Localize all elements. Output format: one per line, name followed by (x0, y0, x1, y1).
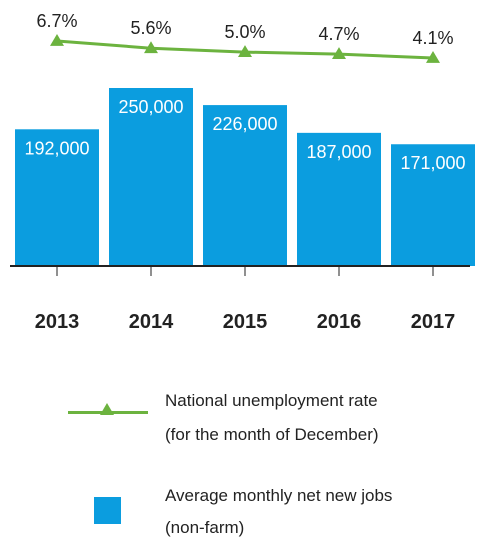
chart-svg: 192,000 250,000 226,000 187,000 171,000 2013 2… (10, 11, 475, 333)
legend-line-label-1: National unemployment rate (165, 391, 378, 410)
x-tick-label-2017: 2017 (411, 311, 456, 333)
legend-line-label-2: (for the month of December) (165, 425, 379, 444)
line-point-2017 (426, 51, 440, 63)
line-value-label-2014: 5.6% (130, 18, 171, 38)
line-value-label-2015: 5.0% (224, 22, 265, 42)
legend-bar-label-2: (non-farm) (165, 518, 245, 537)
x-tick-label-2013: 2013 (35, 311, 80, 333)
bar-2014 (109, 88, 193, 266)
x-tick-label-2014: 2014 (129, 311, 174, 333)
line-point-2015 (238, 45, 252, 58)
line-value-label-2013: 6.7% (36, 11, 77, 31)
bar-value-label-2014: 250,000 (118, 97, 183, 117)
bar-2017 (391, 144, 475, 266)
bar-value-label-2017: 171,000 (400, 153, 465, 173)
line-point-2014 (144, 41, 158, 54)
x-tick-label-2015: 2015 (223, 311, 268, 333)
bar-value-label-2016: 187,000 (306, 142, 371, 162)
bar-value-label-2013: 192,000 (24, 138, 89, 158)
legend-bar-label-1: Average monthly net new jobs (165, 486, 393, 505)
legend-triangle-marker-icon (100, 403, 114, 415)
line-point-2016 (332, 47, 346, 59)
line-value-label-2016: 4.7% (318, 24, 359, 44)
bar-value-label-2015: 226,000 (212, 114, 277, 134)
x-tick-label-2016: 2016 (317, 311, 362, 333)
line-point-2013 (50, 34, 64, 46)
bar-2016 (297, 132, 381, 266)
line-value-label-2017: 4.1% (412, 28, 453, 48)
bar-2013 (15, 129, 99, 266)
legend-bar-swatch (94, 497, 121, 524)
bar-2015 (203, 105, 287, 266)
